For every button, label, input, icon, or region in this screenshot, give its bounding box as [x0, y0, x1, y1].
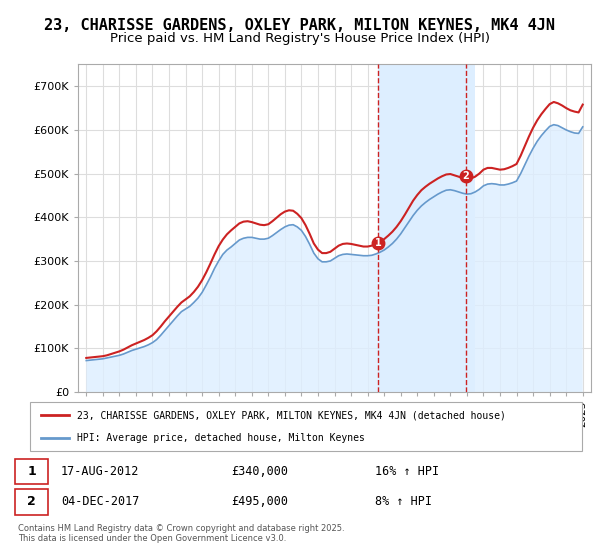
- FancyBboxPatch shape: [15, 459, 48, 484]
- Text: £495,000: £495,000: [231, 495, 288, 508]
- Text: 2: 2: [27, 495, 36, 508]
- Text: 1: 1: [374, 239, 382, 249]
- Text: 23, CHARISSE GARDENS, OXLEY PARK, MILTON KEYNES, MK4 4JN (detached house): 23, CHARISSE GARDENS, OXLEY PARK, MILTON…: [77, 410, 506, 421]
- FancyBboxPatch shape: [15, 489, 48, 515]
- Text: Price paid vs. HM Land Registry's House Price Index (HPI): Price paid vs. HM Land Registry's House …: [110, 32, 490, 45]
- FancyBboxPatch shape: [30, 402, 582, 451]
- Text: 2: 2: [462, 171, 469, 181]
- Text: 1: 1: [27, 465, 36, 478]
- Text: £340,000: £340,000: [231, 465, 288, 478]
- Bar: [378, 64, 475, 392]
- Text: Contains HM Land Registry data © Crown copyright and database right 2025.
This d: Contains HM Land Registry data © Crown c…: [18, 524, 344, 543]
- Text: 04-DEC-2017: 04-DEC-2017: [61, 495, 139, 508]
- Text: 17-AUG-2012: 17-AUG-2012: [61, 465, 139, 478]
- Text: 16% ↑ HPI: 16% ↑ HPI: [375, 465, 439, 478]
- Text: 23, CHARISSE GARDENS, OXLEY PARK, MILTON KEYNES, MK4 4JN: 23, CHARISSE GARDENS, OXLEY PARK, MILTON…: [44, 18, 556, 33]
- Text: 8% ↑ HPI: 8% ↑ HPI: [375, 495, 432, 508]
- Text: HPI: Average price, detached house, Milton Keynes: HPI: Average price, detached house, Milt…: [77, 433, 365, 443]
